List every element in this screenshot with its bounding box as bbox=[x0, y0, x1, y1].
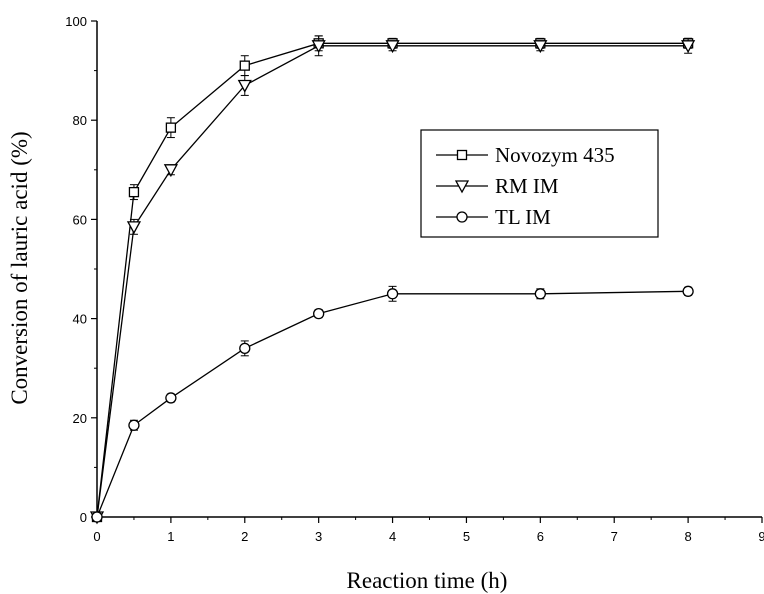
data-point bbox=[313, 307, 325, 320]
series-0 bbox=[91, 35, 694, 523]
series-layer bbox=[89, 35, 696, 525]
y-tick-label: 60 bbox=[73, 212, 87, 227]
x-tick-label: 4 bbox=[389, 529, 396, 544]
y-axis-title: Conversion of lauric acid (%) bbox=[7, 131, 32, 404]
data-point bbox=[311, 40, 326, 54]
data-point bbox=[237, 79, 252, 93]
data-point bbox=[239, 60, 250, 71]
data-point bbox=[128, 186, 140, 198]
data-point bbox=[533, 40, 548, 54]
legend-marker bbox=[456, 149, 468, 161]
x-tick-label: 9 bbox=[758, 529, 764, 544]
y-tick-label: 80 bbox=[73, 113, 87, 128]
legend-label: Novozym 435 bbox=[495, 143, 615, 167]
plot-area bbox=[96, 21, 762, 518]
legend-marker bbox=[456, 211, 468, 223]
y-tick-label: 100 bbox=[65, 14, 87, 29]
data-point bbox=[91, 511, 103, 523]
x-tick-label: 2 bbox=[241, 529, 248, 544]
series-2 bbox=[91, 285, 694, 523]
legend-label: RM IM bbox=[495, 174, 559, 198]
series-1 bbox=[89, 35, 696, 525]
y-tick-label: 0 bbox=[80, 510, 87, 525]
x-tick-label: 8 bbox=[684, 529, 691, 544]
data-point bbox=[163, 164, 178, 178]
data-point bbox=[386, 288, 399, 300]
data-point bbox=[165, 122, 177, 133]
y-tick-label: 40 bbox=[73, 312, 87, 327]
x-axis-title: Reaction time (h) bbox=[347, 568, 508, 593]
x-tick-label: 6 bbox=[537, 529, 544, 544]
data-point bbox=[534, 288, 546, 300]
series-line bbox=[96, 290, 689, 518]
y-tick-label: 20 bbox=[73, 411, 87, 426]
legend-label: TL IM bbox=[495, 205, 551, 229]
data-point bbox=[128, 419, 140, 431]
data-point bbox=[239, 342, 251, 355]
x-tick-label: 3 bbox=[315, 529, 322, 544]
series-line bbox=[96, 45, 689, 518]
y-axis: 0 20 40 60 80 100 bbox=[65, 14, 97, 525]
data-point bbox=[681, 40, 696, 54]
series-line bbox=[96, 42, 689, 518]
legend: Novozym 435 RM IM TL IM bbox=[420, 129, 659, 238]
data-point bbox=[165, 392, 177, 404]
x-tick-label: 1 bbox=[167, 529, 174, 544]
x-axis: 0 1 2 3 4 5 6 7 8 9 bbox=[93, 517, 764, 544]
x-tick-label: 7 bbox=[611, 529, 618, 544]
x-tick-label: 5 bbox=[463, 529, 470, 544]
x-tick-label: 0 bbox=[93, 529, 100, 544]
data-point bbox=[126, 221, 142, 235]
data-point bbox=[385, 40, 400, 54]
data-point bbox=[682, 285, 694, 297]
legend-marker bbox=[454, 180, 470, 194]
